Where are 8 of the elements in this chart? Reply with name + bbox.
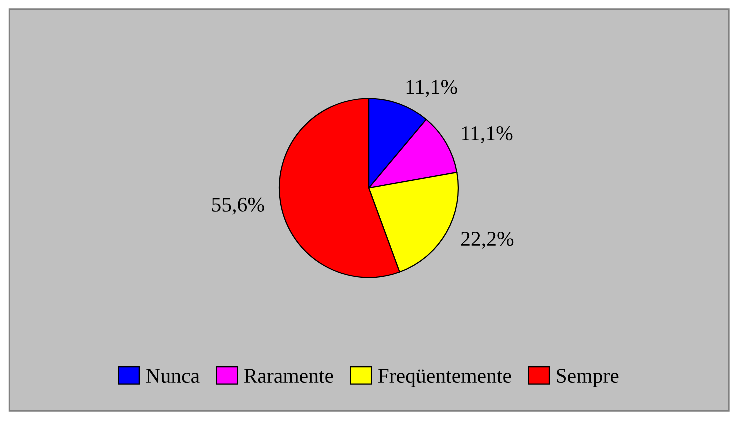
legend-label: Nunca: [146, 369, 200, 384]
data-label: 55,6%: [212, 198, 264, 215]
legend-label: Sempre: [557, 369, 619, 388]
data-label: 22,2%: [461, 232, 514, 250]
data-label: 11,1%: [406, 80, 458, 98]
data-label: 11,1%: [462, 126, 513, 144]
legend-label: Raramente: [244, 369, 334, 384]
legend-label: Freqüentemente: [378, 369, 512, 388]
